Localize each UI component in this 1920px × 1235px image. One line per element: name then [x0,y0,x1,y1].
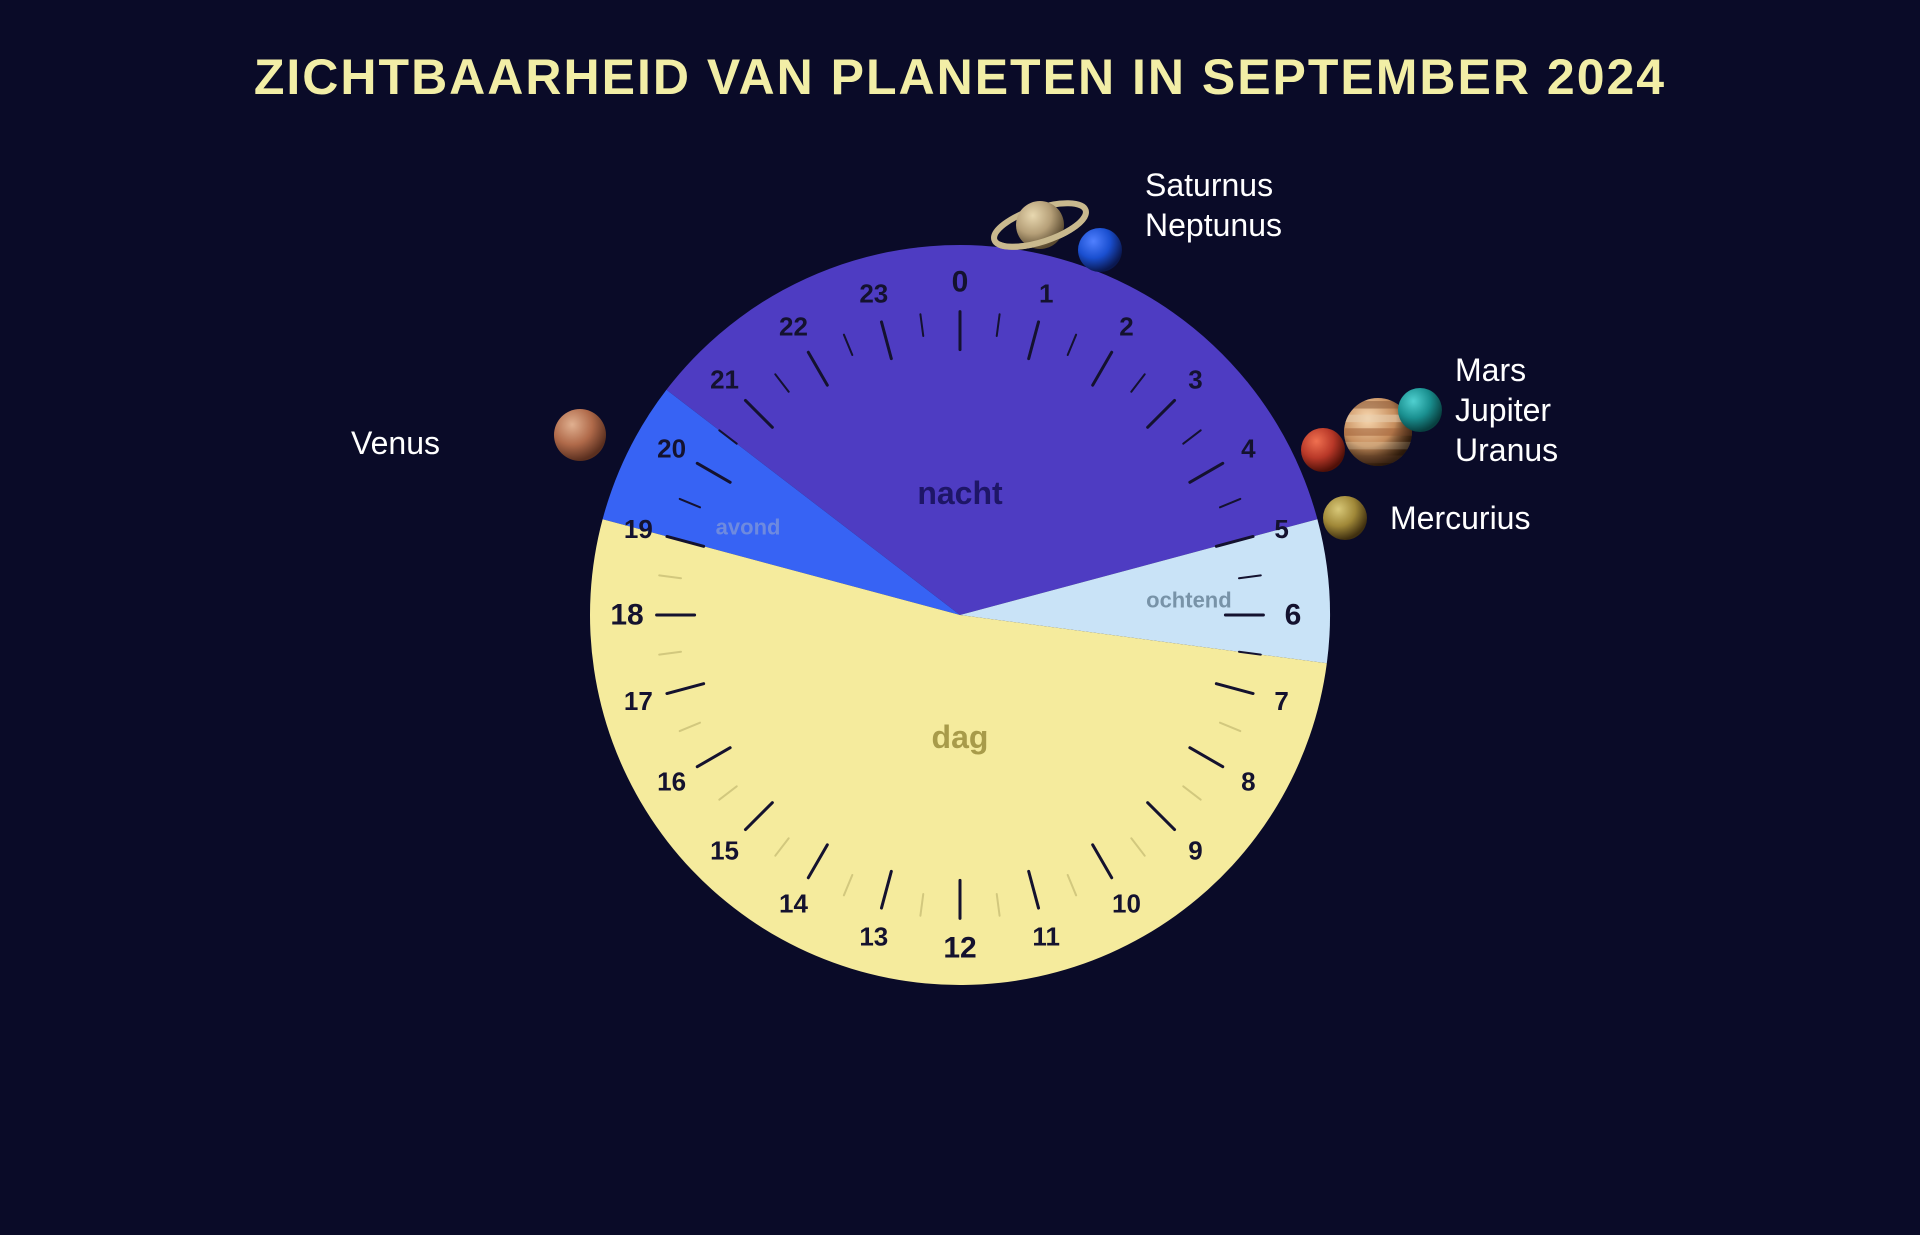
sector-label-ochtend: ochtend [1146,587,1232,612]
hour-label-9: 9 [1188,835,1202,865]
hour-label-19: 19 [624,514,653,544]
hour-label-21: 21 [710,365,739,395]
hour-label-6: 6 [1285,599,1302,632]
planet-label-venus: Venus [351,425,440,462]
sector-label-dag: dag [932,719,989,755]
hour-label-23: 23 [859,278,888,308]
hour-label-16: 16 [657,767,686,797]
hour-label-2: 2 [1119,312,1133,342]
hour-label-4: 4 [1241,434,1256,464]
planet-label-text: Jupiter [1455,390,1558,430]
planet-label-mercury: Mercurius [1390,500,1530,537]
planet-label-text: Mars [1455,350,1558,390]
hour-label-11: 11 [1032,922,1060,952]
hour-label-7: 7 [1274,686,1288,716]
planet-group-mercury [1323,496,1367,540]
hour-label-13: 13 [859,922,888,952]
planet-label-text: Neptunus [1145,205,1282,245]
planet-label-text: Saturnus [1145,165,1282,205]
hour-label-5: 5 [1274,514,1288,544]
sector-label-avond: avond [716,515,781,540]
hour-label-14: 14 [779,888,808,918]
hour-label-0: 0 [952,266,969,299]
hour-label-15: 15 [710,835,739,865]
hour-label-18: 18 [610,599,643,632]
planet-label-text: Venus [351,425,440,461]
hour-label-1: 1 [1039,278,1053,308]
hour-label-10: 10 [1112,888,1141,918]
planet-group-venus [554,409,606,461]
planet-label-saturn_neptune: SaturnusNeptunus [1145,165,1282,245]
visibility-clock-chart: 01234567891011121314151617181920212223na… [340,0,1580,1235]
hour-label-12: 12 [943,932,976,965]
planet-label-mars_jupiter_uranus: MarsJupiterUranus [1455,350,1558,470]
sector-label-nacht: nacht [917,475,1003,511]
planet-group-mars_jupiter_uranus [1301,388,1442,472]
hour-label-20: 20 [657,434,686,464]
planet-label-text: Uranus [1455,430,1558,470]
hour-label-8: 8 [1241,767,1255,797]
hour-label-3: 3 [1188,365,1202,395]
hour-label-22: 22 [779,312,808,342]
planet-label-text: Mercurius [1390,500,1530,536]
hour-label-17: 17 [624,686,653,716]
